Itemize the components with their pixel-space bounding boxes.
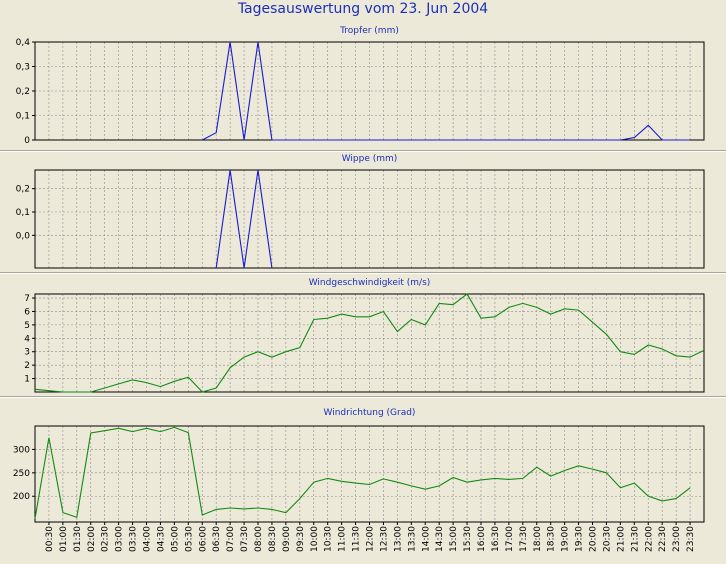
x-tick-label: 13:30 bbox=[407, 526, 417, 552]
x-tick-label: 07:00 bbox=[226, 526, 236, 552]
series-line bbox=[34, 293, 705, 393]
x-tick-label: 10:30 bbox=[324, 526, 334, 552]
page-title: Tagesauswertung vom 23. Jun 2004 bbox=[237, 1, 489, 17]
x-tick-label: 10:00 bbox=[310, 526, 320, 552]
y-tick-label: 2 bbox=[24, 361, 30, 371]
x-tick-label: 04:30 bbox=[156, 526, 166, 552]
x-tick-label: 23:00 bbox=[672, 526, 682, 552]
x-tick-label: 17:00 bbox=[505, 526, 515, 552]
x-tick-label: 00:30 bbox=[45, 526, 55, 552]
y-tick-label: 300 bbox=[13, 445, 30, 455]
y-tick-label: 250 bbox=[13, 469, 30, 479]
x-tick-label: 02:00 bbox=[87, 526, 97, 552]
y-tick-label: 0,3 bbox=[16, 63, 30, 73]
x-tick-label: 05:00 bbox=[170, 526, 180, 552]
panel-divider bbox=[0, 272, 726, 274]
series-line bbox=[215, 169, 273, 269]
x-tick-label: 18:00 bbox=[533, 526, 543, 552]
x-tick-label: 18:30 bbox=[547, 526, 557, 552]
panel-divider bbox=[0, 150, 726, 152]
x-tick-label: 01:00 bbox=[59, 526, 69, 552]
y-tick-label: 6 bbox=[24, 307, 30, 317]
x-tick-label: 14:30 bbox=[435, 526, 445, 552]
x-tick-label: 09:00 bbox=[282, 526, 292, 552]
y-tick-label: 200 bbox=[13, 492, 30, 502]
x-tick-label: 02:30 bbox=[101, 526, 111, 552]
y-tick-label: 0,2 bbox=[16, 87, 30, 97]
x-tick-label: 15:00 bbox=[449, 526, 459, 552]
y-tick-label: 7 bbox=[24, 294, 30, 304]
series-line bbox=[34, 426, 691, 519]
x-tick-label: 03:30 bbox=[129, 526, 139, 552]
x-tick-label: 06:30 bbox=[212, 526, 222, 552]
x-tick-label: 21:30 bbox=[630, 526, 640, 552]
chart-title: Windrichtung (Grad) bbox=[324, 408, 416, 418]
panel-divider bbox=[0, 396, 726, 398]
x-tick-label: 20:30 bbox=[602, 526, 612, 552]
x-tick-label: 23:30 bbox=[686, 526, 696, 552]
x-tick-label: 19:00 bbox=[561, 526, 571, 552]
chart-title: Windgeschwindigkeit (m/s) bbox=[309, 278, 431, 288]
x-tick-label: 21:00 bbox=[616, 526, 626, 552]
chart-title: Tropfer (mm) bbox=[339, 26, 399, 36]
plot-frame bbox=[34, 169, 705, 269]
y-tick-label: 0,2 bbox=[16, 185, 30, 195]
x-tick-label: 12:00 bbox=[366, 526, 376, 552]
x-tick-label: 11:30 bbox=[352, 526, 362, 552]
x-tick-label: 16:00 bbox=[477, 526, 487, 552]
y-tick-label: 0,0 bbox=[16, 231, 31, 241]
x-tick-label: 08:00 bbox=[254, 526, 264, 552]
plot-frame bbox=[34, 293, 705, 393]
x-tick-label: 22:30 bbox=[658, 526, 668, 552]
x-tick-label: 15:30 bbox=[463, 526, 473, 552]
y-tick-label: 4 bbox=[24, 334, 30, 344]
y-tick-label: 0,1 bbox=[16, 208, 30, 218]
x-tick-label: 09:30 bbox=[296, 526, 306, 552]
x-tick-label: 14:00 bbox=[421, 526, 431, 552]
y-tick-label: 0 bbox=[24, 136, 30, 146]
y-tick-label: 5 bbox=[24, 321, 30, 331]
x-tick-label: 04:00 bbox=[143, 526, 153, 552]
x-tick-label: 12:30 bbox=[379, 526, 389, 552]
y-tick-label: 0,1 bbox=[16, 112, 30, 122]
x-tick-label: 06:00 bbox=[198, 526, 208, 552]
x-tick-label: 07:30 bbox=[240, 526, 250, 552]
x-tick-label: 22:00 bbox=[644, 526, 654, 552]
x-tick-label: 13:00 bbox=[393, 526, 403, 552]
y-tick-label: 3 bbox=[24, 348, 30, 358]
y-tick-label: 1 bbox=[24, 375, 30, 385]
x-tick-label: 20:00 bbox=[589, 526, 599, 552]
x-tick-label: 05:30 bbox=[184, 526, 194, 552]
x-tick-label: 11:00 bbox=[338, 526, 348, 552]
series-line bbox=[202, 41, 691, 141]
x-tick-label: 19:30 bbox=[575, 526, 585, 552]
chart-title: Wippe (mm) bbox=[342, 154, 398, 164]
x-tick-label: 03:00 bbox=[115, 526, 125, 552]
x-tick-label: 17:30 bbox=[519, 526, 529, 552]
x-tick-label: 01:30 bbox=[73, 526, 83, 552]
y-tick-label: 0,4 bbox=[16, 38, 31, 48]
x-tick-label: 08:30 bbox=[268, 526, 278, 552]
x-tick-label: 16:30 bbox=[491, 526, 501, 552]
